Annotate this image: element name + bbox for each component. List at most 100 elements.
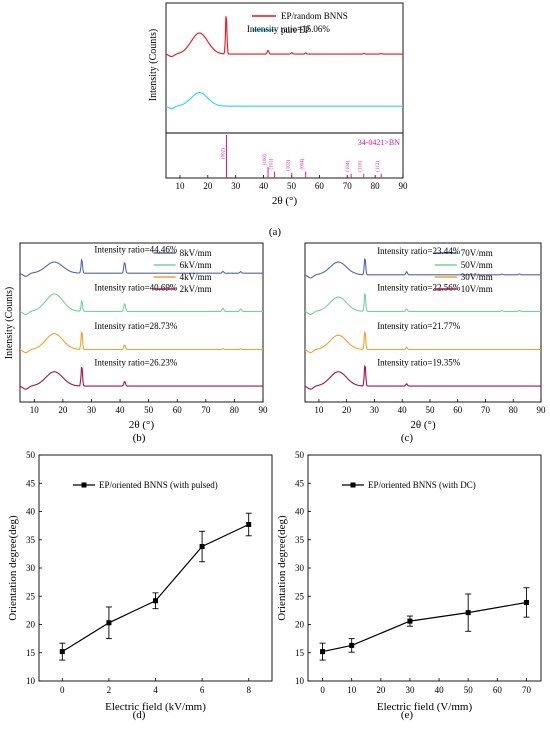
data-point — [59, 649, 65, 655]
data-point — [153, 598, 158, 604]
series-line — [19, 293, 263, 316]
legend-label: pure EP — [281, 25, 310, 35]
x-tick-label: 50 — [287, 181, 297, 191]
intensity-ratio-label: Intensity ratio=19.35% — [377, 357, 461, 367]
series-line — [304, 293, 541, 316]
y-tick-label: 50 — [295, 450, 305, 460]
x-tick-label: 2 — [107, 685, 112, 695]
data-point — [246, 521, 252, 527]
series-line-ep-random-bnns — [165, 16, 403, 58]
legend-label: 2kV/mm — [180, 284, 212, 294]
data-point — [465, 610, 471, 616]
x-tick-label: 0 — [320, 685, 325, 695]
intensity-ratio-label: Intensity ratio=15.06% — [247, 24, 331, 34]
intensity-ratio-label: Intensity ratio=22.56% — [377, 283, 461, 293]
series-line — [304, 258, 541, 279]
x-tick-label: 50 — [425, 405, 435, 415]
x-tick-label: 40 — [259, 181, 269, 191]
y-axis-title: Intensity (Counts) — [148, 29, 159, 102]
x-tick-label: 70 — [481, 405, 491, 415]
y-tick-label: 50 — [26, 450, 36, 460]
y-tick-label: 10 — [26, 676, 36, 686]
intensity-ratio-label: Intensity ratio=21.77% — [377, 321, 461, 331]
x-tick-label: 20 — [58, 405, 68, 415]
x-tick-label: 30 — [370, 405, 380, 415]
panel-label-c: (c) — [401, 432, 414, 444]
intensity-ratio-label: Intensity ratio=23.44% — [377, 246, 461, 256]
panel-label-e: (e) — [401, 709, 414, 721]
y-axis-title: Intensity (Counts) — [4, 287, 15, 360]
legend-label: EP/oriented BNNS (with pulsed) — [99, 480, 218, 490]
plot-frame — [19, 242, 264, 403]
intensity-ratio-label: Intensity ratio=44.46% — [94, 245, 178, 255]
y-tick-label: 45 — [26, 478, 36, 488]
legend-label: 8kV/mm — [180, 248, 212, 258]
x-tick-label: 60 — [453, 405, 463, 415]
x-tick-label: 70 — [201, 405, 211, 415]
y-tick-label: 20 — [295, 620, 305, 630]
legend-label: 50V/mm — [461, 260, 493, 270]
legend-label: 10V/mm — [461, 284, 493, 294]
intensity-ratio-label: Intensity ratio=28.73% — [94, 321, 178, 331]
y-tick-label: 35 — [295, 535, 305, 545]
data-point — [199, 544, 205, 550]
y-tick-label: 40 — [26, 507, 36, 517]
x-tick-label: 60 — [315, 181, 325, 191]
data-point — [407, 618, 413, 624]
x-tick-label: 8 — [246, 685, 251, 695]
legend-label: 30V/mm — [461, 272, 493, 282]
x-tick-label: 6 — [200, 685, 205, 695]
panel-d-orientation-pulsed: 0 2 4 6 8 10 15 20 25 30 35 40 45 50 EP/oriented BNNS … — [7, 450, 273, 713]
x-tick-label: 20 — [342, 405, 352, 415]
x-tick-label: 30 — [87, 405, 97, 415]
y-tick-label: 10 — [295, 676, 305, 686]
legend-marker — [350, 482, 356, 488]
reference-stick-label: (104) — [346, 161, 351, 172]
x-tick-label: 0 — [60, 685, 65, 695]
reference-stick-label: (101) — [269, 158, 274, 169]
y-tick-label: 35 — [26, 535, 36, 545]
x-tick-label: 20 — [376, 685, 386, 695]
legend-label: 6kV/mm — [180, 260, 212, 270]
plot-frame — [304, 242, 542, 403]
x-tick-label: 10 — [30, 405, 40, 415]
y-tick-label: 15 — [26, 648, 36, 658]
x-tick-label: 40 — [398, 405, 408, 415]
x-tick-label: 90 — [537, 405, 547, 415]
y-tick-label: 20 — [26, 620, 36, 630]
x-axis-title: Electric field (kV/mm) — [105, 701, 206, 713]
y-axis-title: Orientation degree(deg) — [276, 515, 288, 621]
plot-frame — [165, 2, 404, 179]
x-tick-label: 20 — [203, 181, 213, 191]
reference-stick-label: (002) — [222, 148, 227, 159]
reference-card-label: 34-0421>BN — [358, 138, 401, 147]
panel-e-orientation-dc: 0 10 20 30 40 50 60 70 10 15 20 25 30 35 40 45 50 EP/orie… — [276, 450, 542, 713]
x-tick-label: 10 — [314, 405, 324, 415]
intensity-ratio-label: Intensity ratio=40.69% — [94, 283, 178, 293]
x-tick-label: 40 — [116, 405, 126, 415]
reference-stick-label: (102) — [287, 160, 292, 171]
x-tick-label: 70 — [343, 181, 353, 191]
x-axis-title: Electric field (V/mm) — [377, 701, 473, 713]
x-axis-title: 2θ (°) — [129, 419, 155, 431]
series-line — [19, 366, 263, 390]
x-tick-label: 50 — [144, 405, 154, 415]
y-tick-label: 45 — [295, 478, 305, 488]
y-tick-label: 25 — [26, 591, 36, 601]
series-line — [61, 523, 249, 653]
x-tick-label: 30 — [405, 685, 415, 695]
y-tick-label: 15 — [295, 648, 305, 658]
x-axis-title: 2θ (°) — [272, 195, 298, 207]
y-tick-label: 25 — [295, 591, 305, 601]
series-line — [19, 331, 263, 354]
legend-label: 70V/mm — [461, 248, 493, 258]
x-tick-label: 50 — [464, 685, 474, 695]
series-line — [304, 365, 541, 390]
data-point — [523, 599, 529, 605]
x-tick-label: 10 — [347, 685, 357, 695]
reference-stick-label: (100) — [263, 154, 268, 165]
reference-stick-label: (004) — [301, 158, 306, 169]
